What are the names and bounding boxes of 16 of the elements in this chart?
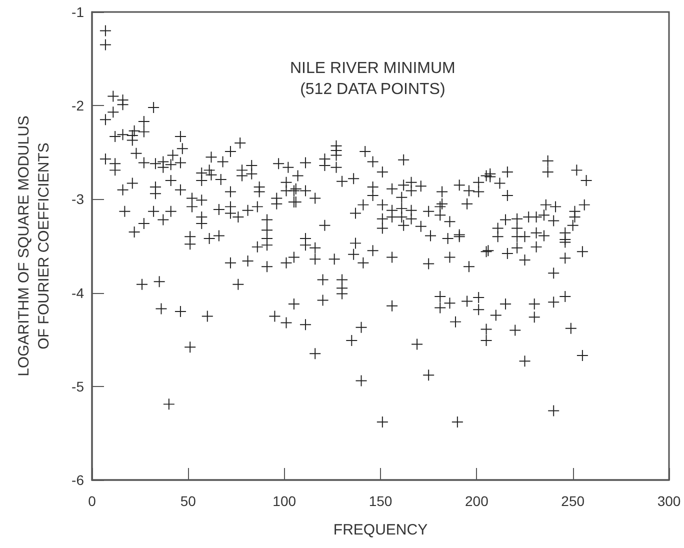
x-tick-label: 100 — [272, 493, 296, 509]
x-tick-label: 200 — [464, 493, 489, 509]
y-axis-title: LOGARITHM OF SQUARE MODULUS OF FOURIER COEFFICIENTS — [16, 116, 52, 376]
y-tick-label: -1 — [72, 4, 84, 20]
x-tick-label: 300 — [657, 493, 681, 509]
y-tick-label: -2 — [72, 98, 84, 114]
x-tick-label: 250 — [561, 493, 585, 509]
y-tick-label: -5 — [72, 378, 84, 394]
x-tick-label: 50 — [180, 493, 196, 509]
x-tick-label: 150 — [368, 493, 392, 509]
x-tick-label: 0 — [88, 493, 96, 509]
y-tick-label: -3 — [72, 191, 84, 208]
y-tick-label: -4 — [72, 284, 84, 301]
y-tick-label: -6 — [72, 472, 84, 488]
annotation: NILE RIVER MINIMUM (512 DATA POINTS) — [290, 60, 456, 98]
x-axis-title: FREQUENCY — [333, 522, 428, 538]
